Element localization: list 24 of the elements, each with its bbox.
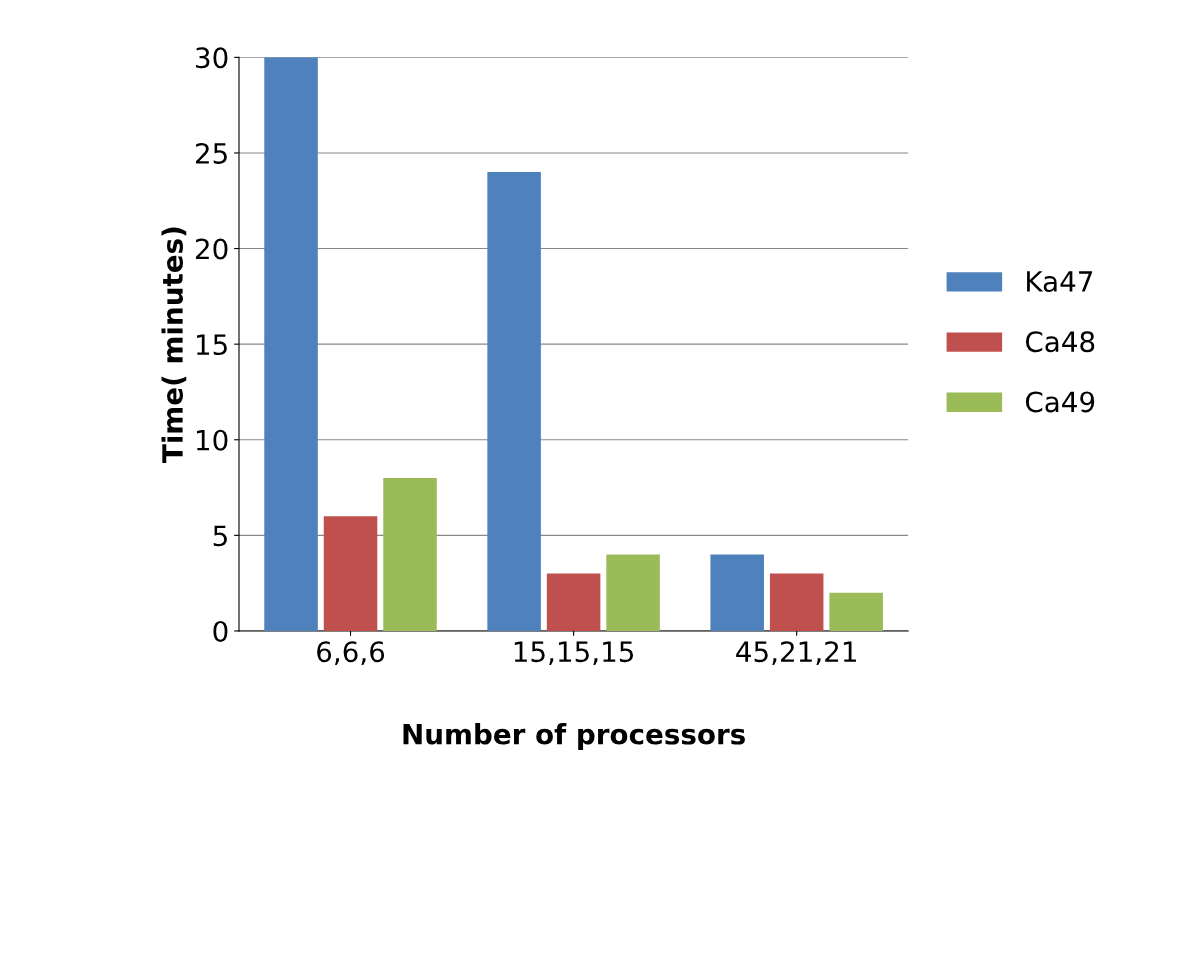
bar xyxy=(323,516,378,631)
bar xyxy=(829,592,883,631)
bar xyxy=(487,172,541,631)
x-tick-label: 45,21,21 xyxy=(736,641,856,666)
bar xyxy=(264,57,318,631)
x-tick-label: 15,15,15 xyxy=(514,641,634,666)
bar xyxy=(606,554,660,631)
bar xyxy=(383,478,437,631)
y-tick-label: 0 xyxy=(213,620,228,642)
bar xyxy=(769,573,824,631)
legend-label: Ca49 xyxy=(1025,391,1095,413)
legend-label: Ca48 xyxy=(1025,331,1095,353)
bar xyxy=(710,554,764,631)
y-tick-label: 25 xyxy=(195,142,227,164)
y-tick-label: 20 xyxy=(195,238,228,260)
bar xyxy=(546,573,601,631)
legend-label: Ka47 xyxy=(1027,271,1093,292)
y-tick-label: 15 xyxy=(196,334,227,356)
y-tick-label: 10 xyxy=(196,429,228,451)
x-tick-label: 6,6,6 xyxy=(317,641,385,666)
y-tick-label: 30 xyxy=(196,47,228,69)
y-tick-label: 5 xyxy=(213,525,227,547)
x-axis-title: Number of processors xyxy=(403,723,745,751)
y-axis-title: Time( minutes) xyxy=(161,227,187,464)
